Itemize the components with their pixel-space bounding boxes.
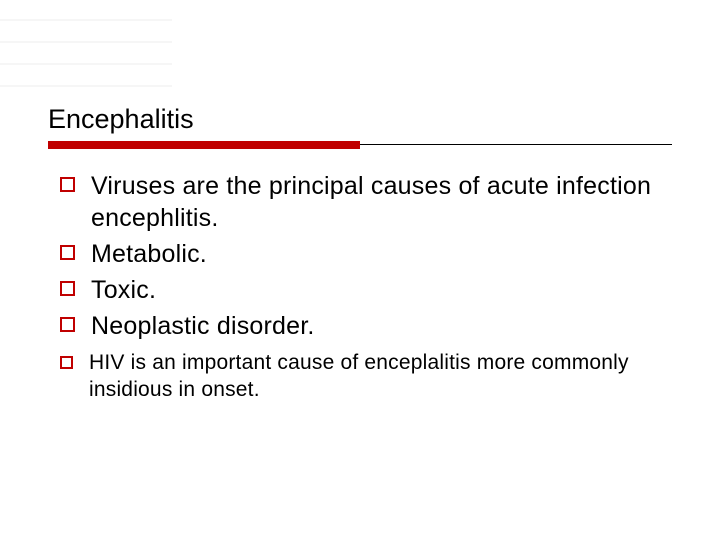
list-item: Metabolic.	[60, 238, 668, 270]
title-underline-thin	[360, 144, 672, 145]
bullet-list: Viruses are the principal causes of acut…	[60, 170, 668, 408]
bullet-text: Toxic.	[91, 274, 156, 306]
title-underline	[48, 141, 672, 149]
bullet-marker-icon	[60, 281, 75, 296]
bullet-marker-icon	[60, 356, 73, 369]
list-item: Viruses are the principal causes of acut…	[60, 170, 668, 234]
slide: Encephalitis Viruses are the principal c…	[0, 0, 720, 540]
list-item: Neoplastic disorder.	[60, 310, 668, 342]
bullet-marker-icon	[60, 177, 75, 192]
title-underline-red	[48, 141, 360, 149]
bullet-text: HIV is an important cause of enceplaliti…	[89, 350, 668, 404]
bullet-marker-icon	[60, 317, 75, 332]
bullet-marker-icon	[60, 245, 75, 260]
list-item: Toxic.	[60, 274, 668, 306]
slide-title: Encephalitis	[48, 104, 672, 141]
bullet-text: Metabolic.	[91, 238, 207, 270]
bullet-text: Viruses are the principal causes of acut…	[91, 170, 668, 234]
bullet-text: Neoplastic disorder.	[91, 310, 315, 342]
title-block: Encephalitis	[48, 104, 672, 149]
list-item: HIV is an important cause of enceplaliti…	[60, 350, 668, 404]
